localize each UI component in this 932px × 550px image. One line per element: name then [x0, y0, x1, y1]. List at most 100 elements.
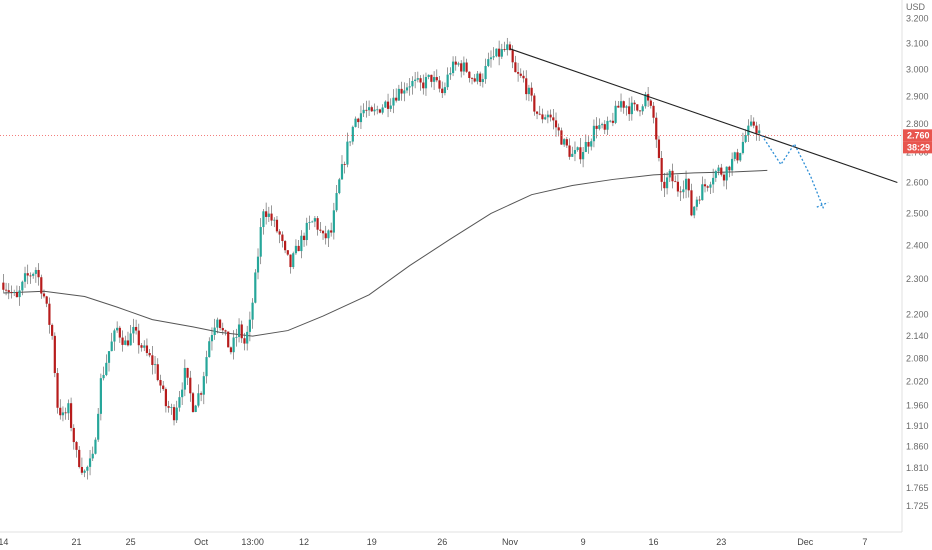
candle-down [137, 330, 140, 346]
candle-down [473, 78, 476, 82]
candle-up [246, 331, 249, 344]
price-tick-label: 3.100 [906, 39, 929, 49]
candle-down [224, 330, 227, 332]
time-axis[interactable]: 14 21 25 Oct 13:00 12 19 26 Nov 9 16 23 Dec 7 [0, 537, 867, 547]
candle-down [72, 427, 75, 443]
candle-down [652, 105, 655, 118]
candle-down [172, 407, 176, 421]
price-tick-label: 2.080 [906, 354, 929, 364]
candle-up [88, 458, 92, 467]
candle-up [405, 87, 409, 91]
candle-up [254, 272, 257, 303]
candle-down [15, 292, 18, 298]
candle-down [275, 219, 279, 232]
candle-up [367, 107, 371, 111]
candle-down [552, 117, 555, 121]
candle-down [549, 114, 552, 118]
candle-up [251, 302, 254, 320]
candle-up [21, 281, 24, 291]
candle-up [682, 189, 685, 193]
candle-up [178, 397, 181, 408]
candle-down [59, 407, 62, 416]
candle-down [617, 105, 620, 108]
candle-down [465, 62, 468, 72]
candle-down [302, 235, 306, 241]
candle-up [709, 184, 712, 188]
candle-up [213, 327, 216, 336]
candle-down [655, 117, 658, 140]
time-tick-label: 26 [437, 537, 447, 547]
candle-up [644, 94, 647, 107]
candle-down [603, 124, 606, 130]
candle-up [500, 49, 503, 57]
price-axis[interactable]: 3.2003.1003.0002.9002.8002.7002.6002.500… [906, 14, 929, 511]
time-tick-label: 14 [0, 537, 8, 547]
candle-up [32, 273, 35, 276]
candle-up [630, 102, 633, 115]
candle-down [438, 80, 441, 89]
candle-down [470, 78, 474, 79]
price-tick-label: 2.200 [906, 309, 929, 319]
candle-up [351, 126, 354, 142]
candle-down [522, 75, 525, 79]
candle-up [259, 227, 262, 257]
time-tick-label: 7 [862, 537, 867, 547]
candle-up [273, 219, 276, 221]
candle-down [162, 385, 165, 390]
candle-down [736, 152, 739, 161]
price-tick-label: 2.140 [906, 331, 929, 341]
candle-down [243, 338, 246, 344]
candle-down [297, 245, 300, 252]
price-tick-label: 2.300 [906, 274, 929, 284]
price-tick-label: 1.910 [906, 421, 929, 431]
candle-down [42, 293, 46, 297]
price-tick-label: 2.400 [906, 241, 929, 251]
candle-up [641, 106, 644, 112]
candle-down [525, 78, 528, 95]
candle-down [468, 71, 471, 79]
moving-average-layer [3, 169, 768, 337]
time-tick-label: Dec [797, 537, 814, 547]
candle-down [156, 364, 159, 381]
candle-up [153, 364, 157, 366]
candle-up [424, 77, 428, 89]
candle-up [484, 65, 487, 80]
candle-up [563, 139, 566, 145]
candle-up [665, 177, 669, 189]
price-tick-label: 2.900 [906, 91, 929, 101]
time-tick-label: 21 [71, 537, 81, 547]
time-tick-label: 9 [581, 537, 586, 547]
candle-up [116, 327, 119, 331]
candle-down [48, 303, 51, 325]
candle-up [110, 341, 113, 352]
candle-down [126, 340, 130, 346]
candle-up [476, 73, 479, 82]
candle-up [232, 337, 235, 353]
candle-up [124, 340, 127, 345]
candle-down [698, 199, 701, 201]
candle-up [590, 141, 593, 147]
candle-down [140, 345, 143, 348]
candle-down [365, 109, 368, 111]
candle-up [205, 357, 208, 377]
candle-down [64, 412, 67, 414]
candle-up [403, 90, 406, 94]
candle-down [430, 74, 433, 82]
candle-down [281, 234, 284, 242]
candle-up [313, 218, 316, 222]
candle-up [262, 211, 265, 228]
candle-down [720, 167, 723, 175]
candle-up [712, 177, 715, 185]
candle-up [175, 407, 178, 421]
candle-down [51, 324, 54, 336]
candle-down [703, 184, 707, 187]
candle-up [576, 147, 579, 151]
candle-up [210, 335, 214, 342]
candle-up [749, 121, 753, 126]
candle-down [628, 106, 631, 115]
candle-down [690, 190, 693, 216]
time-tick-label: 25 [126, 537, 136, 547]
candle-up [143, 345, 146, 348]
